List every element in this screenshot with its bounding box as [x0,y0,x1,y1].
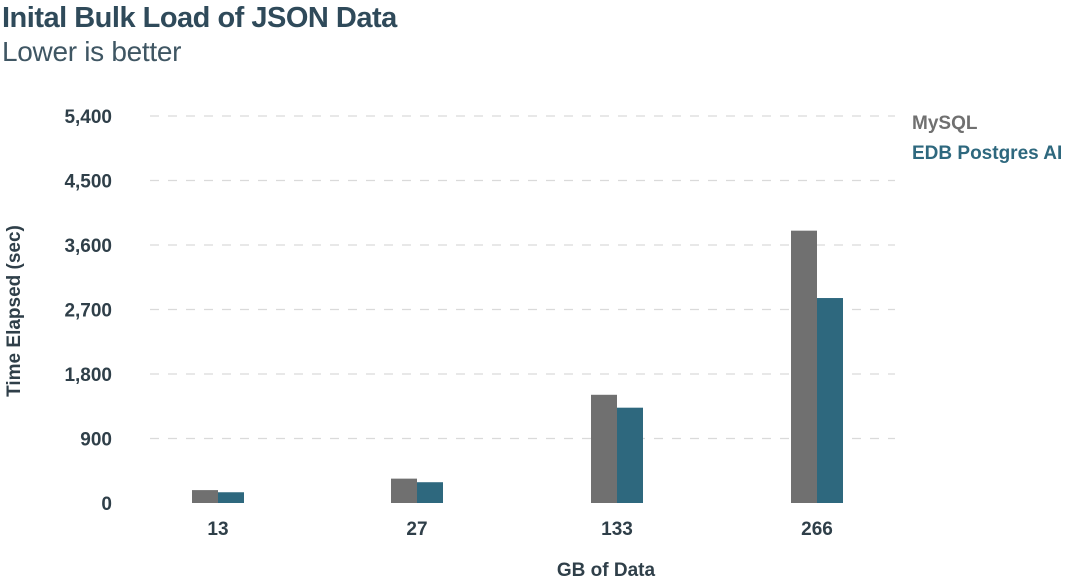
bar-edb-postgres-ai-13 [218,492,244,503]
chart-subtitle: Lower is better [2,36,182,67]
y-tick-label: 2,700 [64,301,112,322]
x-axis-title: GB of Data [557,560,656,581]
legend: MySQL EDB Postgres AI [912,113,1062,164]
legend-item-edb-postgres-ai: EDB Postgres AI [912,143,1062,164]
bar-edb-postgres-ai-266 [817,298,843,503]
y-axis-ticks: 0 900 1,800 2,700 3,600 4,500 5,400 [64,107,112,515]
bar-edb-postgres-ai-133 [617,407,643,503]
y-tick-label: 0 [101,494,112,515]
y-tick-label: 5,400 [64,107,112,128]
bar-mysql-133 [591,394,617,503]
y-axis-title: Time Elapsed (sec) [4,225,25,397]
x-tick-label: 27 [406,519,427,540]
x-tick-label: 266 [801,519,833,540]
y-tick-label: 900 [80,430,112,451]
gridlines [150,115,895,440]
bar-mysql-27 [391,478,417,503]
x-tick-label: 133 [601,519,633,540]
x-tick-label: 13 [207,519,228,540]
bar-mysql-266 [791,230,817,503]
x-axis-ticks: 13 27 133 266 [207,519,832,540]
y-tick-label: 3,600 [64,236,112,257]
bars [192,230,843,503]
y-tick-label: 1,800 [64,365,112,386]
y-tick-label: 4,500 [64,172,112,193]
bar-edb-postgres-ai-27 [417,482,443,503]
chart-title: Inital Bulk Load of JSON Data [2,2,397,34]
legend-item-mysql: MySQL [912,113,978,134]
bar-mysql-13 [192,490,218,503]
